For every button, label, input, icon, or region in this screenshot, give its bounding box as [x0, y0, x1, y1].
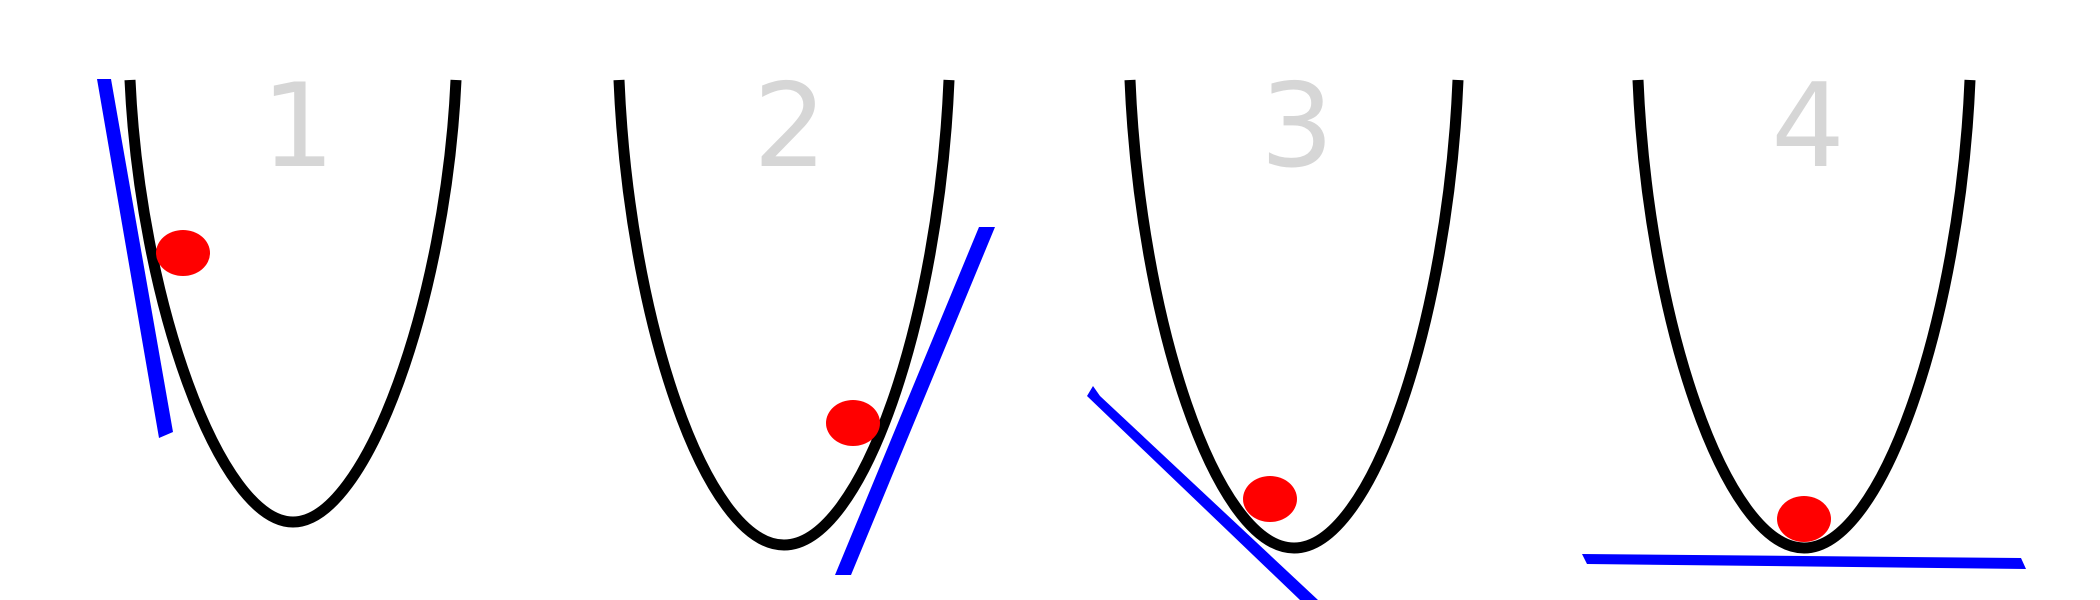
ball-2 [826, 400, 880, 446]
ball-3 [1243, 476, 1297, 522]
tangent-line-4 [1582, 554, 2026, 569]
panel-1: 1 [97, 59, 462, 528]
panel-number-2: 2 [753, 59, 827, 194]
tangent-line-1 [97, 79, 173, 438]
panel-4: 4 [1582, 59, 2026, 569]
ball-4 [1777, 496, 1831, 542]
parabola-curve-1 [124, 79, 462, 528]
parabola-curve-2 [613, 79, 955, 551]
panel-number-4: 4 [1771, 59, 1845, 194]
tangent-line-2 [835, 227, 995, 575]
panel-number-3: 3 [1260, 59, 1334, 194]
parabola-curve-4 [1632, 79, 1976, 554]
parabola-curve-3 [1124, 79, 1464, 554]
ball-1 [156, 230, 210, 276]
panel-number-1: 1 [261, 59, 335, 194]
panel-2: 2 [613, 59, 995, 575]
panel-3: 3 [1087, 59, 1464, 600]
tangent-line-3 [1087, 386, 1318, 600]
